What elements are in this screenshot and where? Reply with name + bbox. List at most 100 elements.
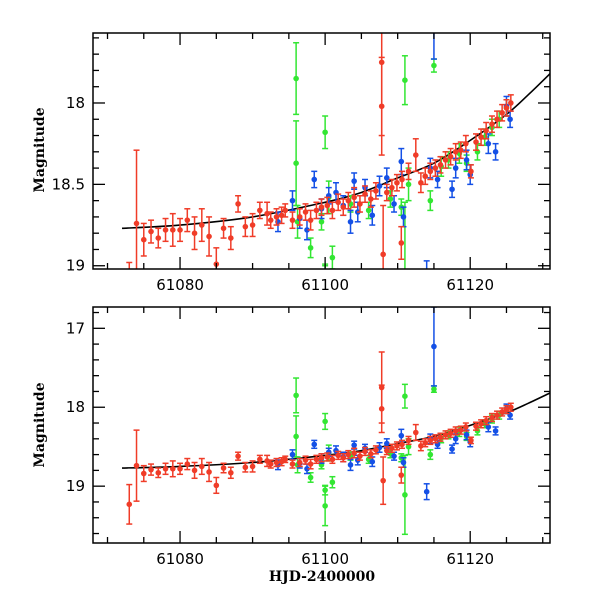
bottom-red-point-21 [273,457,280,468]
data-point [380,477,386,484]
data-point [257,207,263,214]
top-y-tick-label: 18.5 [52,175,85,193]
data-point [302,209,309,215]
top-red-point-64 [488,115,495,134]
data-point [220,465,227,471]
bottom-red-point-1 [133,429,140,502]
top-red-point-24 [289,211,296,230]
bottom-y-axis-title: Magnitude [32,382,48,467]
top-red-point-1 [133,149,140,269]
data-point [273,214,280,220]
top-blue-point-13 [369,204,376,226]
data-point [307,461,314,467]
data-point [228,469,234,476]
bottom-red-point-16 [242,461,249,473]
data-point [347,219,354,225]
data-point [304,227,310,233]
bottom-red-point-30 [324,452,331,462]
data-point [318,454,325,461]
top-red-point-61 [473,133,480,151]
bottom-green-point-15 [401,454,408,536]
top-red-point-14 [227,225,234,251]
top-blue-point-19 [423,260,430,269]
data-point [351,178,357,184]
bottom-frame [92,306,551,544]
top-red-point-63 [483,121,490,140]
top-red-point-37 [362,185,369,204]
data-point [242,223,249,230]
top-red-point-66 [499,103,506,122]
top-red-point-48 [405,162,412,181]
bottom-red-point-51 [422,438,429,448]
top-frame [92,32,551,270]
top-blue-point-4 [311,170,318,189]
top-blue-point-9 [347,209,354,234]
top-red-point-34 [345,191,352,210]
top-red-point-44 [388,178,395,197]
bottom-red-point-3 [148,463,155,476]
top-red-point-4 [155,227,162,249]
data-point [289,451,296,458]
data-point [133,462,140,469]
top-red-point-38 [367,190,374,208]
bottom-red-point-31 [329,454,336,465]
data-point [345,451,352,458]
top-x-tick-label: 61120 [446,276,494,294]
data-point [442,157,449,163]
top-blue-point-22 [434,170,441,189]
data-point [422,439,429,446]
data-point [463,424,469,430]
data-point [442,432,449,438]
data-point [322,503,328,509]
data-point [335,199,341,206]
bottom-y-tick-label: 19 [66,477,85,495]
data-point [357,201,363,207]
data-point [402,492,408,498]
bottom-red-point-28 [313,454,320,465]
top-blue-point-23 [449,180,456,199]
bottom-blue-point-19 [423,483,430,501]
bottom-red-point-57 [452,426,459,436]
top-red-point-56 [447,147,454,166]
bottom-red-point-49 [412,423,419,442]
bottom-red-point-68 [507,402,514,412]
top-red-point-31 [329,201,336,220]
top-red-point-32 [335,193,342,212]
bottom-red-point-61 [473,421,480,431]
data-point [369,212,376,219]
bottom-data-layer [121,307,550,536]
data-point [289,461,296,467]
data-point [394,179,400,186]
data-point [391,201,397,207]
bottom-red-point-64 [488,412,495,423]
data-point [394,443,400,449]
data-point [257,456,263,463]
data-point [199,463,205,470]
data-point [313,456,320,463]
data-point [340,454,347,461]
data-point [391,453,397,459]
data-point [398,240,405,246]
data-point [483,127,489,134]
data-point [492,149,499,155]
top-green-point-1 [293,120,300,207]
top-red-point-45 [393,173,400,192]
data-point [427,168,434,175]
top-red-point-52 [427,162,434,181]
data-point [494,116,500,123]
data-point [289,217,296,223]
data-point [322,418,328,425]
data-point [468,168,474,175]
top-red-point-0 [126,261,133,269]
data-point [402,393,408,399]
data-point [463,432,470,438]
data-point [405,437,412,444]
top-red-point-51 [422,167,429,186]
bottom-red-point-32 [335,450,342,461]
bottom-red-point-37 [362,446,369,457]
data-point [398,158,405,165]
data-point [140,470,147,477]
bottom-green-point-18 [430,385,437,393]
top-red-point-11 [206,216,213,257]
